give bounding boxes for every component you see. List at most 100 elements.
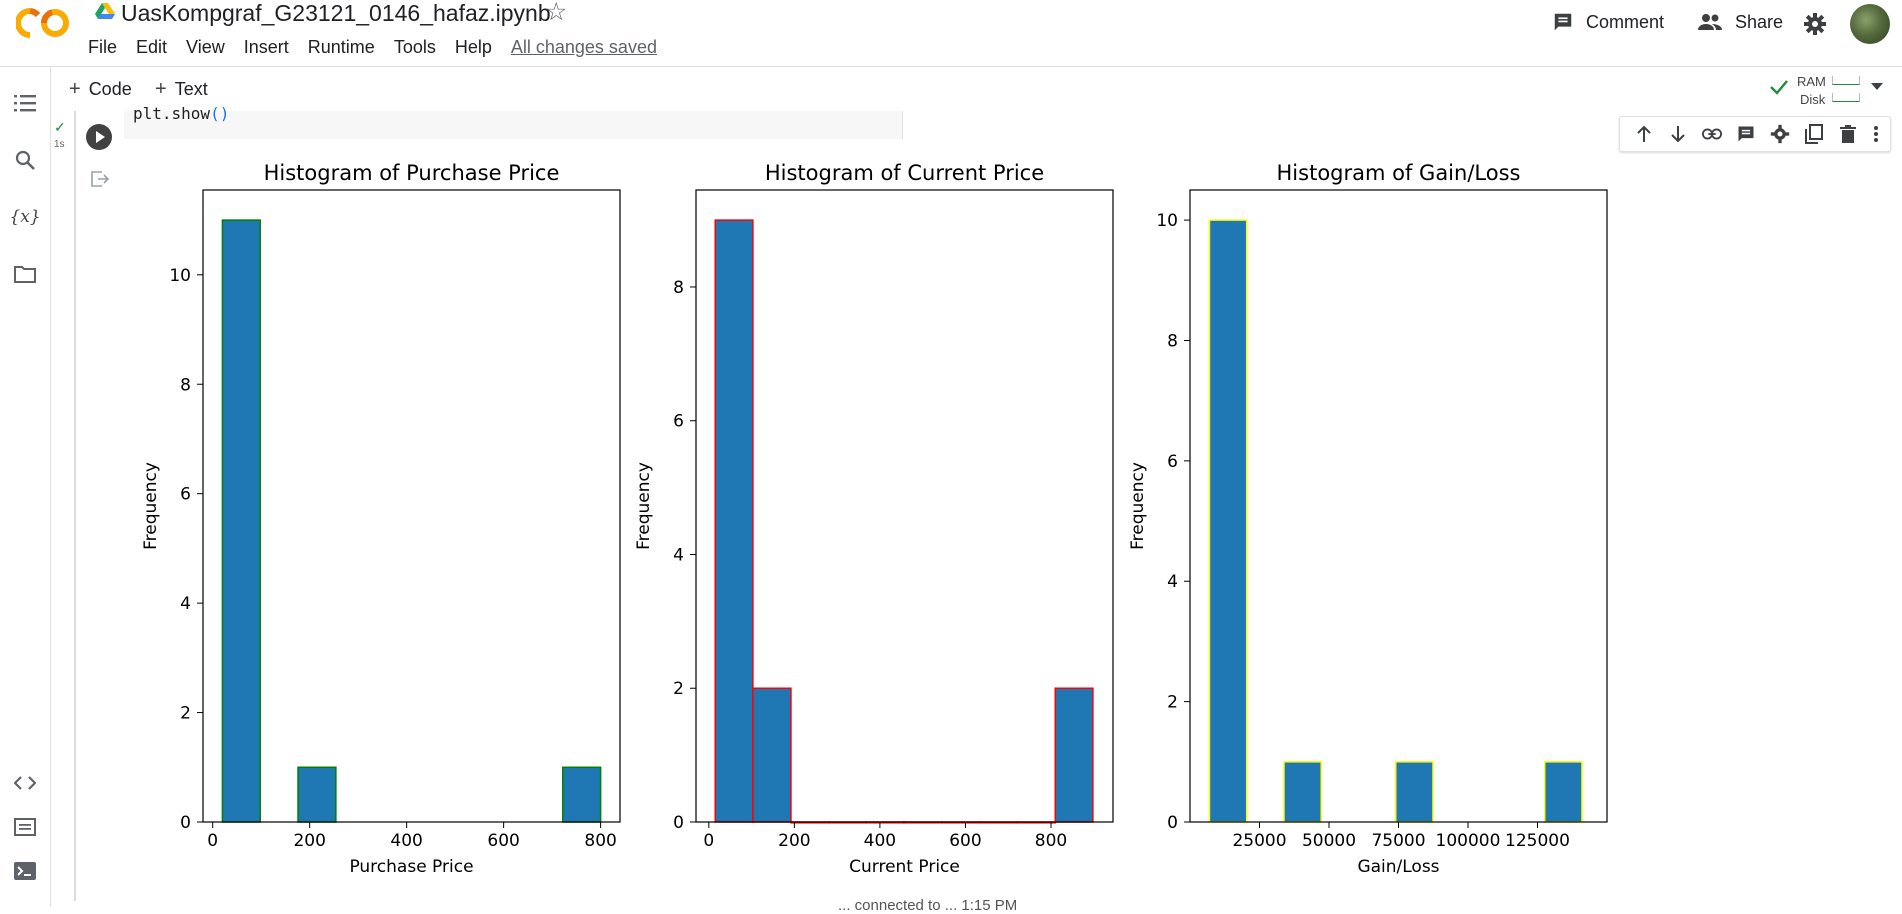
- people-icon: [1698, 14, 1722, 30]
- y-tick-label: 6: [1167, 452, 1178, 472]
- x-tick-label: 0: [207, 831, 218, 851]
- y-tick-label: 6: [180, 485, 191, 505]
- move-up-icon[interactable]: [1634, 124, 1654, 144]
- x-tick-label: 600: [949, 831, 981, 851]
- share-button[interactable]: Share: [1697, 11, 1783, 33]
- x-tick-label: 200: [778, 831, 810, 851]
- y-tick-label: 10: [1156, 211, 1178, 231]
- execution-check-icon: ✓: [54, 119, 66, 135]
- disk-meter: [1832, 93, 1860, 102]
- y-tick-label: 2: [673, 679, 684, 699]
- chart-title: Histogram of Current Price: [765, 161, 1044, 185]
- dropdown-arrow-icon[interactable]: [1871, 83, 1883, 91]
- ram-meter: [1832, 76, 1860, 85]
- plus-icon: +: [155, 78, 167, 100]
- share-label: Share: [1735, 11, 1784, 32]
- x-tick-label: 200: [293, 831, 325, 851]
- settings-gear-icon[interactable]: [1803, 12, 1827, 36]
- folder-icon[interactable]: [12, 261, 38, 287]
- y-tick-label: 8: [673, 278, 684, 298]
- variables-icon[interactable]: {x}: [9, 207, 41, 227]
- disk-label: Disk: [1800, 92, 1826, 107]
- menu-file[interactable]: File: [88, 37, 118, 57]
- top-header: UasKompgraf_G23121_0146_hafaz.ipynb ☆ Fi…: [0, 0, 1902, 67]
- move-down-icon[interactable]: [1668, 124, 1688, 144]
- histogram-bar: [1283, 761, 1322, 823]
- link-icon[interactable]: [1702, 124, 1722, 144]
- histogram-bar: [221, 219, 261, 823]
- footer-status: ... connected to ... 1:15 PM: [838, 897, 1018, 914]
- x-tick-label: 800: [584, 831, 616, 851]
- y-axis-label: Frequency: [1128, 462, 1148, 550]
- y-tick-label: 4: [673, 545, 684, 565]
- cell-settings-icon[interactable]: [1770, 124, 1790, 144]
- axes-frame: [202, 189, 621, 823]
- y-axis-label: Frequency: [141, 462, 161, 550]
- x-tick-label: 100000: [1436, 831, 1501, 851]
- menu-runtime[interactable]: Runtime: [307, 37, 375, 57]
- menu-edit[interactable]: Edit: [136, 37, 168, 57]
- cell-toolbar: [1619, 116, 1891, 152]
- x-tick-label: 400: [390, 831, 422, 851]
- y-tick-label: 2: [1167, 693, 1178, 713]
- google-drive-icon: [95, 3, 115, 19]
- histogram-bar: [297, 766, 337, 823]
- histogram-bar: [1394, 761, 1434, 823]
- y-tick-label: 8: [180, 375, 191, 395]
- add-code-button[interactable]: + Code: [69, 78, 132, 101]
- add-text-button[interactable]: + Text: [155, 78, 208, 101]
- delete-icon[interactable]: [1838, 124, 1858, 144]
- run-cell-button[interactable]: [86, 124, 112, 150]
- y-tick-label: 6: [673, 412, 684, 432]
- menu-help[interactable]: Help: [454, 37, 492, 57]
- search-icon[interactable]: [12, 147, 38, 173]
- y-tick-label: 2: [180, 704, 191, 724]
- notebook-toolbar: + Code + Text RAM Disk: [52, 67, 1902, 111]
- colab-logo[interactable]: [16, 6, 72, 40]
- y-tick-label: 8: [1167, 331, 1178, 351]
- x-tick-label: 0: [703, 831, 714, 851]
- comment-icon[interactable]: [1736, 124, 1756, 144]
- output-menu-icon[interactable]: [90, 170, 110, 188]
- menu-insert[interactable]: Insert: [243, 37, 289, 57]
- comment-button[interactable]: Comment: [1552, 11, 1664, 33]
- y-tick-label: 0: [673, 813, 684, 833]
- execution-time: 1s: [54, 139, 65, 150]
- y-tick-label: 0: [1167, 813, 1178, 833]
- more-vert-icon[interactable]: [1866, 124, 1886, 144]
- y-tick-label: 4: [1167, 572, 1178, 592]
- save-status[interactable]: All changes saved: [510, 37, 657, 57]
- x-tick-label: 75000: [1371, 831, 1425, 851]
- x-axis-label: Current Price: [849, 857, 960, 877]
- histogram-bar: [1208, 219, 1248, 823]
- axes-frame: [695, 189, 1114, 823]
- plus-icon: +: [69, 78, 81, 100]
- command-palette-icon[interactable]: [12, 814, 38, 840]
- menu-tools[interactable]: Tools: [393, 37, 436, 57]
- notebook-title[interactable]: UasKompgraf_G23121_0146_hafaz.ipynb: [121, 0, 551, 26]
- star-icon[interactable]: ☆: [545, 0, 568, 26]
- y-tick-label: 0: [180, 813, 191, 833]
- terminal-icon[interactable]: [12, 858, 38, 884]
- x-tick-label: 125000: [1505, 831, 1570, 851]
- menu-view[interactable]: View: [186, 37, 225, 57]
- code-snippets-icon[interactable]: [12, 770, 38, 796]
- left-sidebar: {x}: [0, 67, 51, 907]
- menu-bar: File Edit View Insert Runtime Tools Help…: [88, 34, 676, 60]
- axes-frame: [1189, 189, 1608, 823]
- code-editor[interactable]: [124, 111, 903, 139]
- resource-monitor[interactable]: RAM Disk: [1769, 71, 1889, 107]
- x-axis-label: Gain/Loss: [1357, 857, 1439, 877]
- x-tick-label: 25000: [1232, 831, 1286, 851]
- cell-gutter: [50, 111, 76, 901]
- x-tick-label: 600: [487, 831, 519, 851]
- y-tick-label: 10: [169, 266, 191, 286]
- histogram-bar: [1543, 761, 1583, 823]
- table-of-contents-icon[interactable]: [12, 90, 38, 116]
- y-axis-label: Frequency: [634, 462, 654, 550]
- chart-title: Histogram of Purchase Price: [264, 161, 560, 185]
- mirror-cell-icon[interactable]: [1804, 124, 1824, 144]
- avatar[interactable]: [1850, 4, 1890, 44]
- code-line[interactable]: plt.show(): [133, 104, 229, 123]
